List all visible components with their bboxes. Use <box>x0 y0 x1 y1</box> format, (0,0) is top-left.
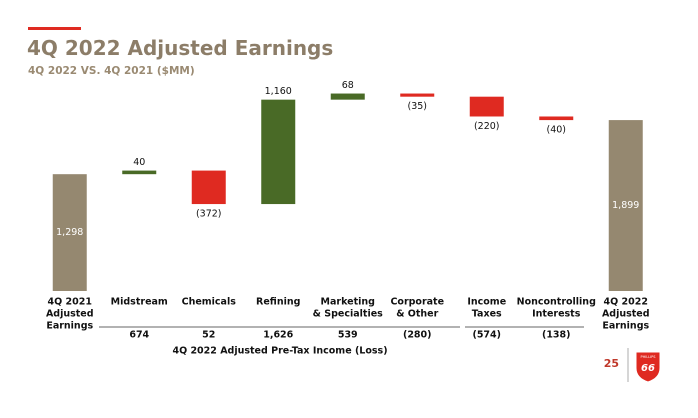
pretax-value: 539 <box>338 330 358 341</box>
category-label: Marketing <box>321 297 375 308</box>
chart-title: 4Q 2022 Adjusted Earnings <box>27 36 333 60</box>
chart-subtitle: 4Q 2022 VS. 4Q 2021 ($MM) <box>28 65 195 77</box>
pretax-value: (280) <box>403 330 432 341</box>
category-label: Refining <box>256 297 300 308</box>
pretax-label: 4Q 2022 Adjusted Pre-Tax Income (Loss) <box>172 346 387 357</box>
category-label: 4Q 2021 <box>48 297 92 308</box>
category-label: Adjusted <box>46 309 94 320</box>
value-label: (220) <box>474 121 500 132</box>
bar <box>261 99 296 205</box>
bar <box>539 116 574 121</box>
category-label: & Specialties <box>313 309 383 320</box>
category-label: Chemicals <box>182 297 237 308</box>
category-label: Taxes <box>472 309 502 320</box>
value-label: (372) <box>196 209 222 220</box>
pretax-value: 674 <box>129 330 149 341</box>
pretax-value: (574) <box>472 330 501 341</box>
pretax-value: 1,626 <box>263 330 293 341</box>
bar <box>608 120 643 291</box>
bar <box>330 93 365 100</box>
value-label: (35) <box>407 101 427 112</box>
category-label: Midstream <box>111 297 168 308</box>
page-number: 25 <box>604 357 619 370</box>
category-label: Adjusted <box>602 309 650 320</box>
bar <box>122 170 157 175</box>
logo-shield <box>635 351 661 383</box>
value-label: 40 <box>133 157 145 168</box>
logo-number: 66 <box>641 363 655 374</box>
value-label: (40) <box>546 125 566 136</box>
category-label: Noncontrolling <box>517 297 596 308</box>
accent-bar <box>28 27 81 30</box>
category-label: Income <box>467 297 506 308</box>
value-label: 68 <box>342 80 354 91</box>
category-label: Interests <box>532 309 581 320</box>
pretax-value: 52 <box>202 330 215 341</box>
category-label: Earnings <box>46 321 93 332</box>
logo-text: PHILLIPS <box>640 355 656 359</box>
value-label: 1,298 <box>56 227 83 238</box>
bar <box>191 170 226 205</box>
bar <box>52 174 87 291</box>
category-label: & Other <box>396 309 438 320</box>
value-label: 1,160 <box>265 86 292 97</box>
category-label: Earnings <box>602 321 649 332</box>
bar <box>400 93 435 97</box>
value-label: 1,899 <box>612 200 639 211</box>
category-label: 4Q 2022 <box>604 297 648 308</box>
category-label: Corporate <box>390 297 444 308</box>
bar <box>469 96 504 117</box>
pretax-value: (138) <box>542 330 571 341</box>
